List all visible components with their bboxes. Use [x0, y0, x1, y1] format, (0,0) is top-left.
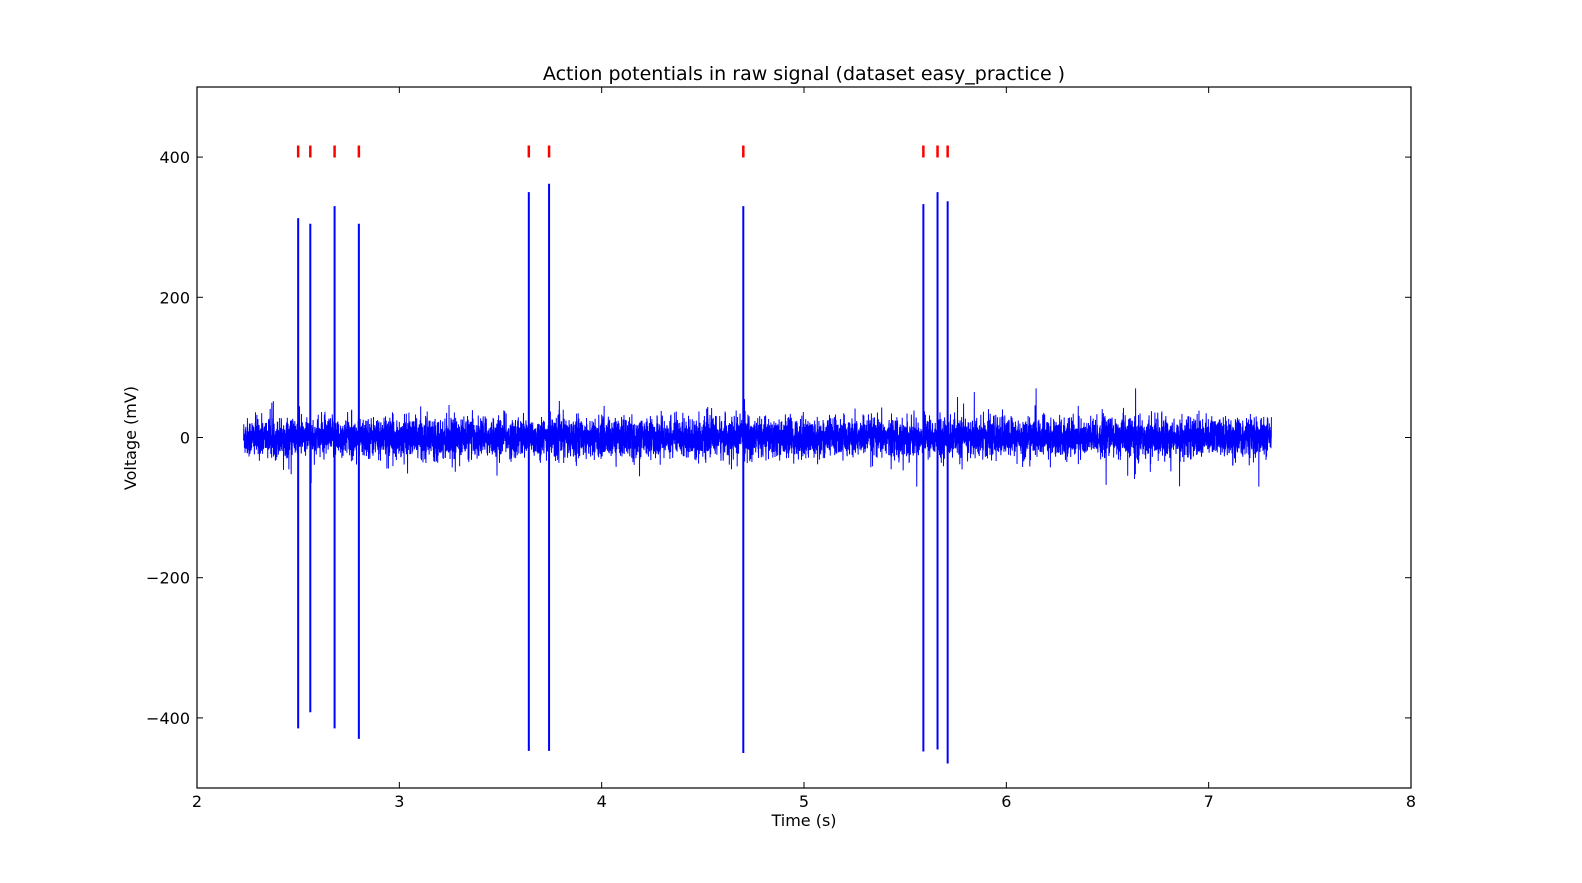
spike-layer — [297, 183, 949, 764]
y-tick-label: 200 — [159, 288, 190, 307]
y-tick-label: −400 — [146, 709, 190, 728]
x-tick-label: 2 — [192, 792, 202, 811]
y-axis: −400 −200 0 200 400 — [146, 148, 1411, 728]
x-tick-label: 5 — [799, 792, 809, 811]
marker-layer — [296, 145, 949, 158]
x-tick-label: 7 — [1204, 792, 1214, 811]
signal-layer — [243, 388, 1272, 487]
y-tick-label: 0 — [180, 429, 190, 448]
chart-title: Action potentials in raw signal (dataset… — [543, 63, 1065, 85]
x-tick-label: 3 — [394, 792, 404, 811]
x-tick-label: 8 — [1406, 792, 1416, 811]
x-tick-label: 6 — [1001, 792, 1011, 811]
x-axis-title: Time (s) — [770, 811, 836, 830]
y-axis-title: Voltage (mV) — [121, 386, 140, 490]
raw-signal-line — [243, 388, 1272, 487]
x-tick-label: 4 — [597, 792, 607, 811]
x-axis: 2 3 4 5 6 7 8 — [192, 87, 1416, 811]
y-tick-label: −200 — [146, 569, 190, 588]
y-tick-label: 400 — [159, 148, 190, 167]
